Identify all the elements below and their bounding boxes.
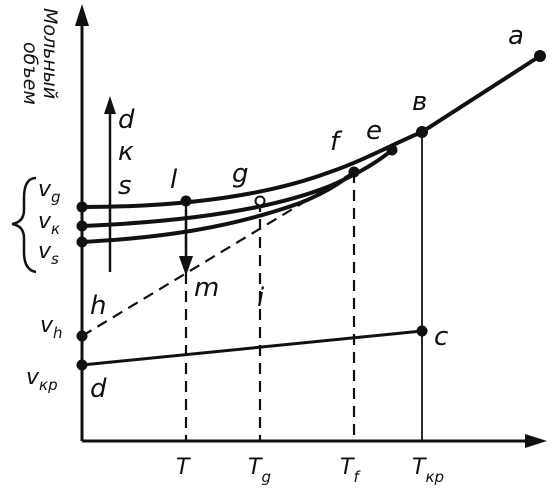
point-vs bbox=[76, 236, 88, 248]
point-vh bbox=[76, 330, 88, 342]
volume-label-vs: vs bbox=[38, 239, 59, 268]
label-i: i bbox=[257, 283, 265, 313]
dks-arrow-head bbox=[104, 96, 116, 114]
point-f bbox=[348, 166, 360, 178]
label-e: e bbox=[366, 116, 382, 146]
volume-label-vkr: vкр bbox=[26, 365, 58, 394]
y-axis-title-line1: Мольный bbox=[39, 8, 61, 99]
volume-label-vg: vg bbox=[38, 177, 61, 206]
temp-label-Tf: Tf bbox=[340, 455, 361, 486]
temp-label-Tkr: Tкр bbox=[412, 455, 444, 486]
y-axis-arrow bbox=[75, 4, 89, 26]
point-b bbox=[416, 126, 428, 138]
legend-s: s bbox=[118, 171, 132, 201]
point-vk bbox=[76, 220, 88, 232]
label-a: a bbox=[508, 21, 524, 51]
label-h: h bbox=[90, 291, 106, 321]
label-b: в bbox=[412, 87, 427, 117]
point-c bbox=[416, 325, 428, 337]
label-d: d bbox=[90, 374, 107, 404]
label-f: f bbox=[330, 127, 343, 157]
temp-label-Tg: Tg bbox=[248, 455, 271, 486]
curve-s-lower bbox=[80, 170, 356, 244]
line-d-to-c bbox=[80, 329, 424, 367]
point-vg bbox=[76, 201, 88, 213]
curve-b-to-a bbox=[420, 54, 542, 134]
x-axis-arrow bbox=[525, 434, 547, 448]
label-m: m bbox=[194, 273, 219, 303]
point-l bbox=[180, 195, 192, 207]
point-d bbox=[76, 359, 88, 371]
volume-brace bbox=[11, 176, 37, 274]
label-g: g bbox=[232, 159, 249, 189]
point-g bbox=[254, 195, 266, 207]
label-c: c bbox=[434, 322, 448, 352]
label-l: l bbox=[170, 165, 178, 195]
point-a bbox=[534, 50, 546, 62]
legend-k: к bbox=[118, 137, 134, 167]
legend-d: d bbox=[118, 105, 135, 135]
volume-label-vh: vh bbox=[40, 313, 63, 342]
point-e bbox=[386, 144, 398, 156]
volume-label-vk: vк bbox=[38, 209, 60, 238]
curve-k-middle bbox=[80, 148, 394, 228]
y-axis-title-line2: объем bbox=[19, 42, 41, 105]
temp-label-T: T bbox=[176, 455, 191, 480]
arrow-l-to-m-head bbox=[179, 256, 193, 276]
